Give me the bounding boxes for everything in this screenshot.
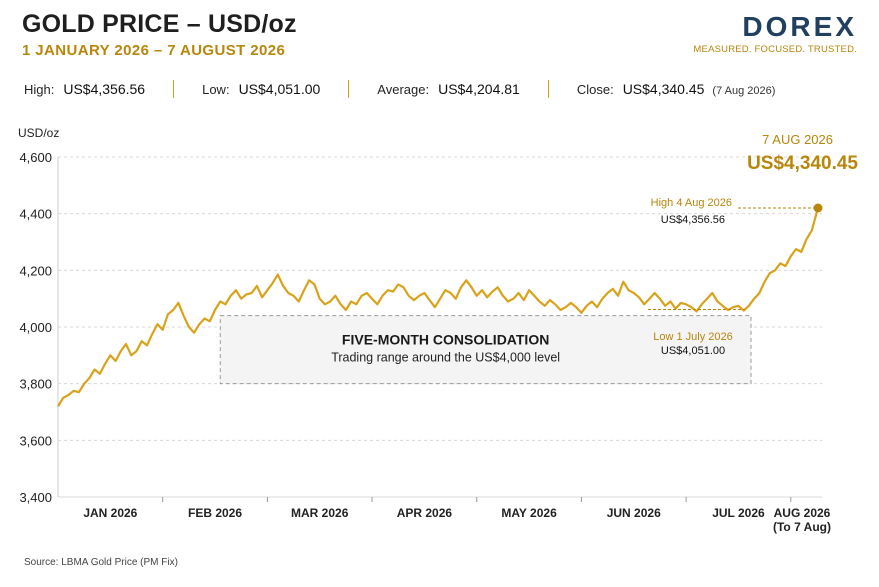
stat-close-value: US$4,340.45 xyxy=(622,81,705,97)
x-tick-label: JUN 2026 xyxy=(607,506,661,520)
low-annotation-value: US$4,051.00 xyxy=(661,345,725,357)
stat-close: Close: US$4,340.45 (7 Aug 2026) xyxy=(577,81,776,97)
stat-low: Low: US$4,051.00 xyxy=(202,81,320,97)
end-date-label: 7 AUG 2026 xyxy=(762,132,833,147)
x-tick-label: JUL 2026 xyxy=(712,506,765,520)
y-tick-label: 3,600 xyxy=(19,433,52,448)
high-annotation-value: US$4,356.56 xyxy=(661,214,725,226)
x-tick-label: MAY 2026 xyxy=(501,506,557,520)
stat-low-value: US$4,051.00 xyxy=(238,81,321,97)
chart-title: GOLD PRICE – USD/oz xyxy=(22,10,297,38)
y-axis-label: USD/oz xyxy=(18,126,59,140)
y-tick-label: 3,800 xyxy=(19,377,52,392)
stat-divider xyxy=(547,80,549,98)
consolidation-box xyxy=(219,315,752,385)
end-value-label: US$4,340.45 xyxy=(747,153,858,174)
x-tick-label: JAN 2026 xyxy=(83,506,137,520)
stats-bar: High: US$4,356.56 Low: US$4,051.00 Avera… xyxy=(24,78,775,100)
source-note: Source: LBMA Gold Price (PM Fix) xyxy=(24,557,178,568)
brand-name: DOREX xyxy=(742,11,857,42)
y-tick-label: 4,000 xyxy=(19,320,52,335)
price-line xyxy=(57,207,820,407)
stat-high-value: US$4,356.56 xyxy=(63,81,146,97)
high-point-marker xyxy=(813,203,823,213)
x-tick-sublabel: (To 7 Aug) xyxy=(773,520,831,534)
stat-close-date: (7 Aug 2026) xyxy=(712,85,776,97)
y-tick-label: 4,600 xyxy=(19,150,52,165)
stat-average-label: Average: xyxy=(377,82,430,97)
x-tick-label: AUG 2026 xyxy=(774,506,831,520)
low-annotation-label: Low 1 July 2026 xyxy=(653,331,733,343)
x-tick-label: FEB 2026 xyxy=(188,506,242,520)
consolidation-subtitle: Trading range around the US$4,000 level xyxy=(331,351,560,365)
consolidation-title: FIVE-MONTH CONSOLIDATION xyxy=(342,332,549,348)
stat-divider xyxy=(173,80,175,98)
y-tick-label: 3,400 xyxy=(19,490,52,505)
stat-close-label: Close: xyxy=(576,82,614,97)
y-tick-label: 4,400 xyxy=(19,207,52,222)
brand-tagline: MEASURED. FOCUSED. TRUSTED. xyxy=(693,44,857,55)
brand-logo: DOREX MEASURED. FOCUSED. TRUSTED. xyxy=(693,11,857,56)
stat-average: Average: US$4,204.81 xyxy=(377,81,520,97)
date-range-subtitle: 1 JANUARY 2026 – 7 AUGUST 2026 xyxy=(22,42,286,59)
x-tick-label: MAR 2026 xyxy=(291,506,349,520)
stat-average-value: US$4,204.81 xyxy=(438,81,520,97)
high-annotation-label: High 4 Aug 2026 xyxy=(651,197,732,209)
stat-low-label: Low: xyxy=(202,82,230,97)
stat-high: High: US$4,356.56 xyxy=(24,81,145,97)
stat-high-label: High: xyxy=(24,82,55,97)
x-tick-label: APR 2026 xyxy=(397,506,453,520)
y-tick-label: 4,200 xyxy=(19,263,52,278)
stat-divider xyxy=(348,80,350,98)
